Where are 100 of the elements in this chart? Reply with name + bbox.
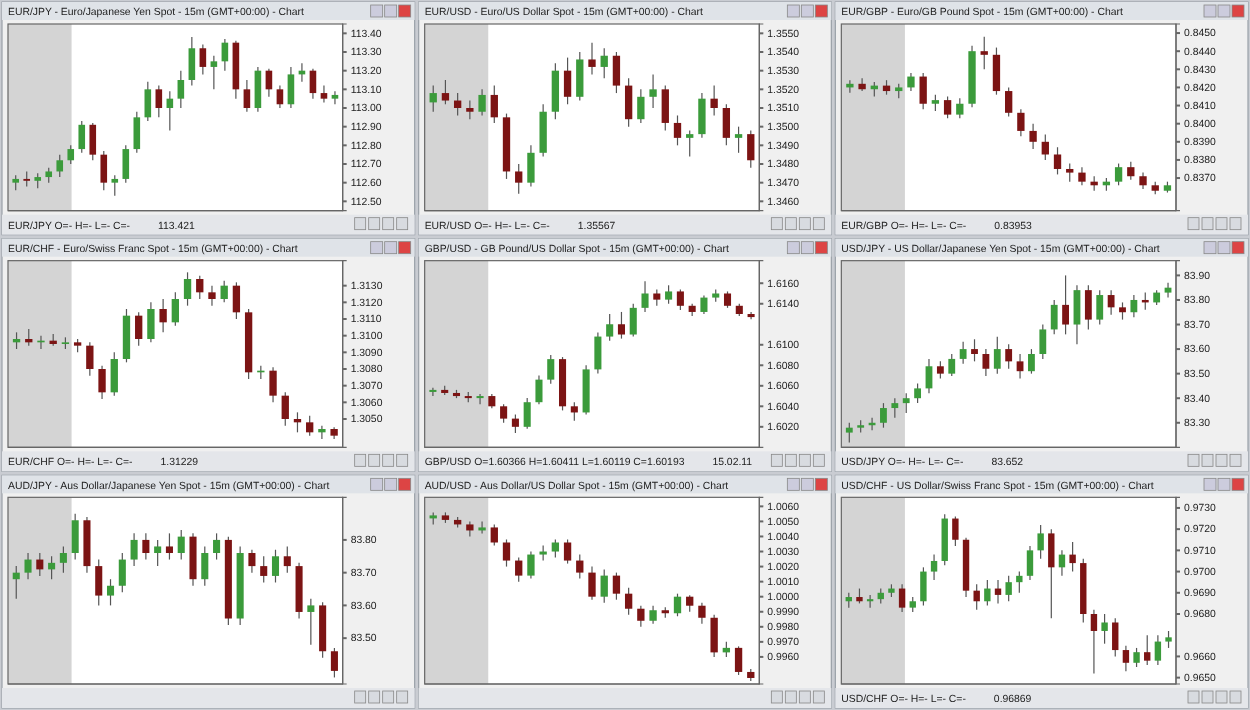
candlestick — [686, 129, 694, 158]
candlestick — [318, 425, 326, 440]
candlestick — [1107, 289, 1115, 316]
candlestick — [588, 42, 596, 75]
candlestick — [1069, 541, 1076, 573]
candlestick — [1122, 645, 1130, 672]
candlestick — [220, 280, 228, 303]
candlestick — [89, 122, 97, 161]
candlestick — [980, 36, 988, 70]
candlestick — [535, 374, 543, 405]
candlestick — [71, 513, 79, 561]
candlestick — [880, 402, 887, 429]
candlestick — [1017, 108, 1025, 137]
candlestick — [1062, 274, 1069, 335]
candlestick — [710, 85, 718, 117]
candlestick — [698, 92, 706, 139]
candlestick — [673, 114, 682, 146]
candlestick — [67, 144, 75, 165]
candlestick — [563, 538, 572, 565]
candlestick — [665, 284, 673, 305]
candlestick — [210, 55, 218, 90]
candlestick — [559, 356, 567, 412]
candlestick — [649, 605, 657, 625]
candlestick — [1026, 545, 1034, 581]
candlestick — [441, 79, 450, 105]
candlestick — [527, 144, 535, 187]
candlestick — [547, 354, 555, 385]
candlestick — [956, 97, 964, 119]
candlestick — [1078, 166, 1086, 186]
candlestick — [1005, 575, 1012, 602]
candlestick — [48, 555, 56, 580]
candlestick — [624, 587, 633, 616]
candlestick — [1028, 348, 1035, 375]
candlestick — [429, 85, 437, 113]
candlestick — [959, 341, 967, 365]
candlestick — [734, 645, 743, 676]
candlestick — [563, 57, 572, 105]
candlestick — [133, 111, 141, 154]
candlestick — [992, 46, 1001, 96]
candlestick — [254, 66, 262, 113]
candlestick — [1053, 146, 1062, 176]
candlestick — [984, 579, 991, 607]
candlestick — [606, 313, 614, 342]
candlestick — [511, 413, 519, 434]
candlestick — [734, 126, 743, 154]
candlestick — [307, 598, 315, 646]
candlestick — [1029, 123, 1037, 150]
candlestick — [281, 391, 289, 427]
candlestick — [171, 291, 179, 327]
candlestick — [144, 81, 152, 122]
candlestick — [1090, 609, 1098, 674]
candlestick — [1039, 323, 1047, 360]
candlestick — [1130, 294, 1138, 318]
candlestick — [155, 85, 163, 118]
candlestick — [476, 393, 484, 405]
candlestick — [930, 554, 938, 581]
candlestick — [306, 415, 314, 437]
candlestick — [673, 593, 682, 617]
candlestick — [213, 532, 221, 561]
candlestick — [676, 288, 684, 311]
candlestick — [490, 85, 498, 124]
candlestick — [154, 539, 162, 567]
candlestick — [147, 301, 155, 343]
candlestick — [1133, 647, 1140, 668]
candlestick — [612, 51, 621, 94]
candlestick — [1016, 353, 1024, 380]
candlestick — [902, 392, 910, 414]
candlestick — [539, 103, 547, 158]
candlestick — [466, 520, 474, 538]
candlestick — [199, 43, 207, 75]
candlestick — [649, 73, 657, 109]
candlestick — [466, 99, 474, 120]
candlestick — [612, 572, 621, 601]
candlestick — [248, 549, 256, 574]
candlestick — [189, 532, 197, 587]
candlestick — [56, 154, 64, 178]
candlestick — [1005, 86, 1013, 118]
candlestick — [637, 605, 645, 628]
candlestick — [118, 552, 126, 593]
candlestick — [478, 88, 486, 117]
candlestick — [891, 397, 899, 419]
candlestick — [122, 144, 130, 184]
candlestick — [747, 129, 755, 169]
candlestick — [283, 545, 291, 574]
candlestick — [1084, 284, 1092, 331]
candlestick — [232, 281, 241, 320]
candlestick — [135, 311, 143, 347]
candlestick — [1154, 634, 1162, 666]
candlestick — [106, 578, 115, 606]
candlestick — [188, 36, 196, 87]
candlestick — [1112, 617, 1119, 658]
candlestick — [201, 545, 209, 587]
candlestick — [1037, 524, 1044, 560]
candlestick — [661, 85, 669, 131]
candlestick — [1101, 613, 1108, 645]
candlestick — [295, 562, 303, 620]
candlestick — [36, 552, 44, 577]
candlestick — [539, 544, 547, 562]
candlestick — [594, 331, 602, 375]
candlestick — [1114, 162, 1123, 186]
